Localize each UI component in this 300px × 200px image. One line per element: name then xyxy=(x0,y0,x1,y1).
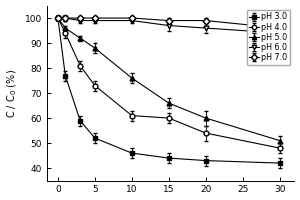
Legend: pH 3.0, pH 4.0, pH 5.0, pH 6.0, pH 7.0: pH 3.0, pH 4.0, pH 5.0, pH 6.0, pH 7.0 xyxy=(247,10,290,65)
Y-axis label: C / C$_0$ (%): C / C$_0$ (%) xyxy=(6,69,19,118)
